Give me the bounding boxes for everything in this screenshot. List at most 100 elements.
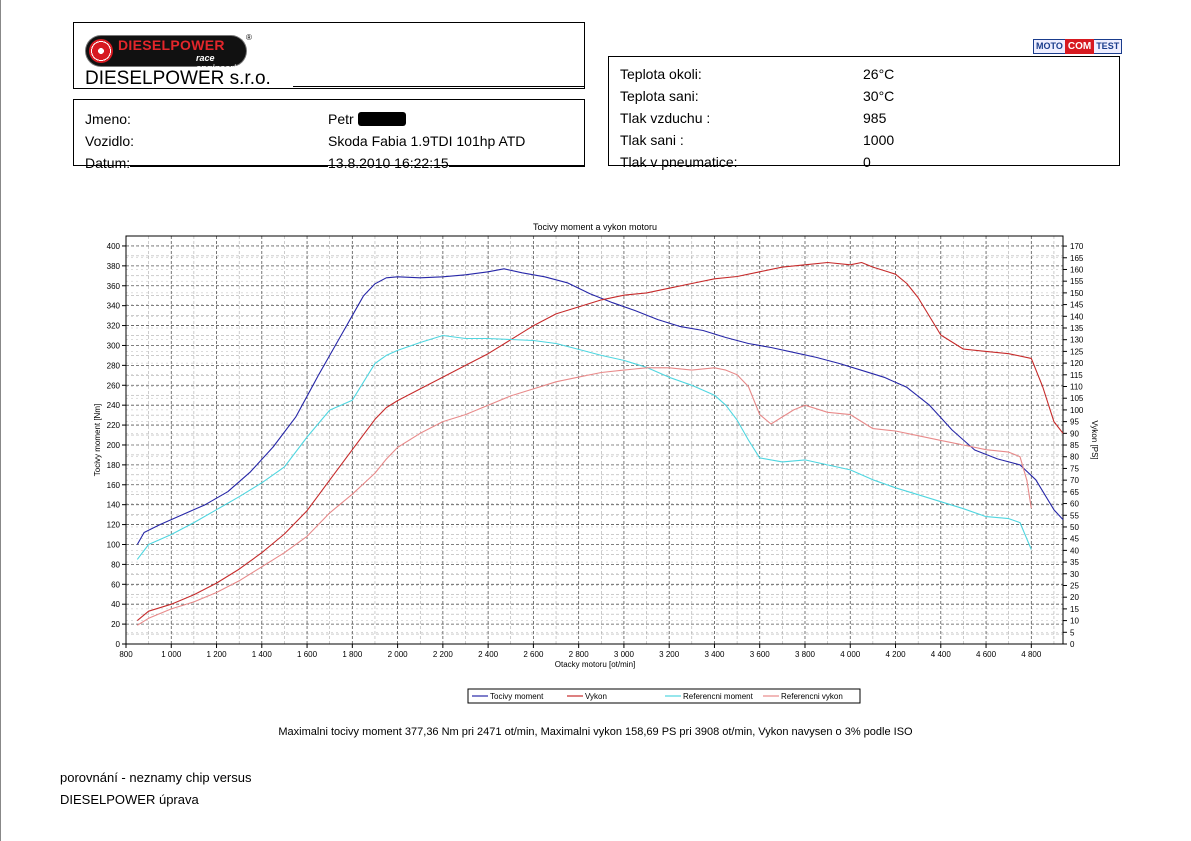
- plot-frame: [125, 235, 1064, 645]
- y2-tick-label: 40: [1070, 546, 1079, 555]
- test-text: TEST: [1094, 39, 1123, 54]
- company-name: DIESELPOWER s.r.o.: [85, 68, 271, 89]
- x-tick-label: 3 800: [795, 650, 816, 659]
- y2-tick-label: 105: [1070, 394, 1084, 403]
- chart-title: Tocivy moment a vykon motoru: [533, 222, 657, 232]
- company-underline: [293, 86, 584, 87]
- y2-tick-label: 140: [1070, 312, 1084, 321]
- x-tick-label: 1 800: [342, 650, 363, 659]
- y-tick-label: 280: [107, 361, 121, 370]
- logo-brand: DIESELPOWER: [118, 37, 225, 53]
- legend-box: [467, 688, 861, 704]
- y2-tick-label: 45: [1070, 535, 1079, 544]
- x-tick-label: 2 000: [388, 650, 409, 659]
- cond-label-temp-intake: Teplota sani:: [620, 88, 699, 104]
- y-tick-label: 40: [111, 600, 120, 609]
- y2-tick-label: 145: [1070, 301, 1084, 310]
- y-axis-label: Tocivy moment [Nm]: [93, 404, 102, 476]
- y2-tick-label: 30: [1070, 570, 1079, 579]
- moto-text: MOTO: [1033, 39, 1065, 54]
- vehicle-value: Skoda Fabia 1.9TDI 101hp ATD: [328, 133, 526, 149]
- date-label: Datum:: [85, 155, 131, 171]
- y-tick-label: 400: [107, 242, 121, 251]
- y2-tick-label: 155: [1070, 277, 1084, 286]
- x-tick-label: 4 400: [931, 650, 952, 659]
- legend-label-0: Tocivy moment: [490, 692, 544, 701]
- y-tick-label: 300: [107, 341, 121, 350]
- motocomtest-logo: MOTO COM TEST: [1033, 39, 1123, 54]
- name-label: Jmeno:: [85, 111, 131, 127]
- x-axis-ticks: 800 1 000 1 200 1 400 1 600 1 800 2 000 2 200 2 …: [119, 644, 1042, 659]
- x-tick-label: 2 400: [478, 650, 499, 659]
- y2-tick-label: 0: [1070, 640, 1075, 649]
- dyno-chart: Tocivy moment a vykon motoru 800 1 000 1 2…: [93, 222, 1099, 704]
- cond-value-tire-pressure: 0: [863, 154, 871, 170]
- y2-tick-label: 170: [1070, 242, 1084, 251]
- y2-tick-label: 120: [1070, 359, 1084, 368]
- y2-tick-label: 75: [1070, 464, 1079, 473]
- dieselpower-logo: DIESELPOWER race engineering ®: [86, 33, 252, 73]
- x-tick-label: 1 600: [297, 650, 318, 659]
- customer-info-box: [73, 99, 585, 166]
- y-tick-label: 160: [107, 481, 121, 490]
- y2-tick-label: 135: [1070, 324, 1084, 333]
- y-tick-label: 220: [107, 421, 121, 430]
- y-tick-label: 360: [107, 282, 121, 291]
- y2-axis-ticks: 0 5 10 15 20 25 30 35 40 45 50 55 60 65 70 75 80 85 90 95 10…: [1063, 242, 1084, 649]
- cond-value-air-pressure: 985: [863, 110, 887, 126]
- y2-tick-label: 25: [1070, 581, 1079, 590]
- cond-value-intake-pressure: 1000: [863, 132, 895, 148]
- x-tick-label: 2 600: [523, 650, 544, 659]
- y-tick-label: 100: [107, 540, 121, 549]
- tire-underline-left: [737, 165, 863, 166]
- y-axis-ticks: 0 20 40 60 80 100 120 140 160 180 200 220 240 260 280 3…: [107, 242, 126, 649]
- series-line-2: [136, 334, 1032, 560]
- name-value: Petr: [328, 111, 354, 127]
- y2-tick-label: 165: [1070, 254, 1084, 263]
- y-tick-label: 80: [111, 560, 120, 569]
- x-tick-label: 4 200: [886, 650, 907, 659]
- y2-tick-label: 50: [1070, 523, 1079, 532]
- y2-axis-label: Vykon [PS]: [1090, 420, 1099, 459]
- y-tick-label: 20: [111, 620, 120, 629]
- y2-tick-label: 110: [1070, 383, 1083, 392]
- y2-tick-label: 150: [1070, 289, 1084, 298]
- y-tick-label: 240: [107, 401, 121, 410]
- date-underline-right: [449, 166, 585, 167]
- date-underline-left: [130, 166, 328, 167]
- note-line-2: DIESELPOWER úprava: [60, 792, 199, 807]
- x-tick-label: 1 200: [207, 650, 228, 659]
- y2-tick-label: 10: [1070, 617, 1079, 626]
- legend-label-2: Referencni moment: [683, 692, 754, 701]
- legend-label-3: Referencni vykon: [781, 692, 843, 701]
- x-tick-label: 2 200: [433, 650, 454, 659]
- y-tick-label: 0: [116, 640, 121, 649]
- y2-tick-label: 65: [1070, 488, 1079, 497]
- y-tick-label: 260: [107, 381, 121, 390]
- legend-label-1: Vykon: [585, 692, 607, 701]
- x-tick-label: 4 000: [840, 650, 861, 659]
- com-text: COM: [1064, 39, 1095, 54]
- turbo-icon: [89, 39, 113, 63]
- y2-tick-label: 35: [1070, 558, 1079, 567]
- y2-tick-label: 160: [1070, 265, 1084, 274]
- cond-label-intake-pressure: Tlak sani :: [620, 132, 684, 148]
- conditions-box: [608, 56, 1120, 166]
- y2-tick-label: 90: [1070, 429, 1079, 438]
- cond-label-air-pressure: Tlak vzduchu :: [620, 110, 711, 126]
- x-tick-label: 3 200: [659, 650, 680, 659]
- cond-label-tire-pressure: Tlak v pneumatice:: [620, 154, 738, 170]
- y2-tick-label: 20: [1070, 593, 1079, 602]
- registered-icon: ®: [246, 33, 252, 42]
- y2-tick-label: 95: [1070, 418, 1079, 427]
- logo-tagline: race engineering: [196, 53, 248, 73]
- x-tick-label: 800: [119, 650, 133, 659]
- y-tick-label: 180: [107, 461, 121, 470]
- cond-value-temp-ambient: 26°C: [863, 66, 895, 82]
- x-tick-label: 1 000: [161, 650, 182, 659]
- y2-tick-label: 100: [1070, 406, 1084, 415]
- x-tick-label: 4 800: [1021, 650, 1042, 659]
- y2-tick-label: 115: [1070, 371, 1083, 380]
- x-tick-label: 1 400: [252, 650, 273, 659]
- series-line-3: [137, 367, 1032, 626]
